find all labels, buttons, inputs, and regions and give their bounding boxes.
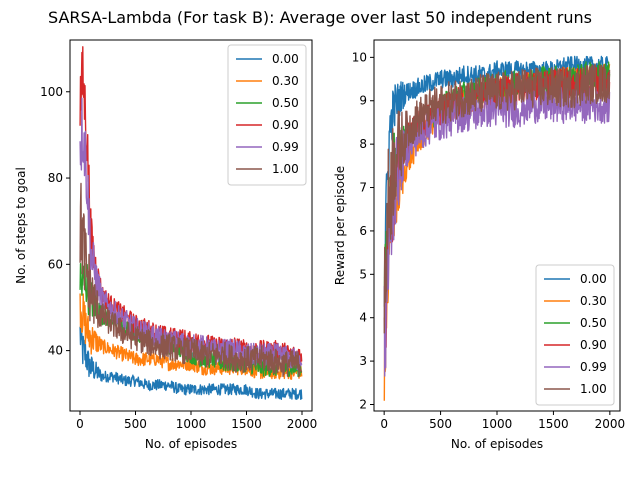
reward-x-axis-label: No. of episodes xyxy=(451,437,543,451)
reward-series-group xyxy=(383,55,611,401)
reward-y-axis-label: Reward per episode xyxy=(333,166,347,285)
reward-x-tick-label: 1500 xyxy=(538,417,569,431)
steps-legend: 0.00 0.30 0.50 0.90 0.99 1.00 xyxy=(227,44,307,186)
reward-y-tick-label: 3 xyxy=(359,354,367,368)
steps-series-group xyxy=(79,46,303,400)
steps-legend-label-0-00: 0.00 xyxy=(272,52,299,66)
reward-legend-label-0-99: 0.99 xyxy=(580,360,607,374)
reward-series-line-0-00 xyxy=(383,55,611,278)
reward-y-tick-label: 7 xyxy=(359,181,367,195)
steps-series-line-0-30 xyxy=(79,293,303,380)
reward-y-tick-label: 10 xyxy=(352,50,367,64)
reward-legend-label-0-30: 0.30 xyxy=(580,294,607,308)
reward-x-tick-label: 500 xyxy=(429,417,452,431)
reward-y-tick-label: 4 xyxy=(359,311,367,325)
steps-y-tick-label: 40 xyxy=(48,344,63,358)
reward-y-tick-label: 8 xyxy=(359,137,367,151)
reward-legend: 0.00 0.30 0.50 0.90 0.99 1.00 xyxy=(535,264,615,406)
reward-x-tick-label: 1000 xyxy=(482,417,513,431)
steps-legend-label-0-99: 0.99 xyxy=(272,140,299,154)
steps-x-tick-label: 1000 xyxy=(176,417,207,431)
steps-legend-label-1-00: 1.00 xyxy=(272,162,299,176)
steps-legend-box xyxy=(227,44,307,186)
reward-series-line-1-00 xyxy=(383,63,611,334)
reward-legend-label-0-00: 0.00 xyxy=(580,272,607,286)
steps-series-line-0-00 xyxy=(79,320,303,400)
reward-chart-panel: 0 500 1000 1500 2000 2 3 4 5 6 7 8 9 10 No. of episode… xyxy=(333,39,626,451)
steps-y-axis-label: No. of steps to goal xyxy=(14,167,28,284)
reward-y-tick-label: 5 xyxy=(359,267,367,281)
reward-legend-box xyxy=(535,264,615,406)
steps-chart-panel: 0 500 1000 1500 2000 40 60 80 100 No. of episodes… xyxy=(14,39,318,451)
steps-x-axis-label: No. of episodes xyxy=(145,437,237,451)
steps-series-line-1-00 xyxy=(79,182,303,378)
reward-x-tick-label: 2000 xyxy=(595,417,626,431)
reward-legend-label-1-00: 1.00 xyxy=(580,382,607,396)
steps-x-tick-label: 2000 xyxy=(287,417,318,431)
reward-y-tick-label: 9 xyxy=(359,94,367,108)
reward-legend-label-0-90: 0.90 xyxy=(580,338,607,352)
steps-y-tick-label: 60 xyxy=(48,257,63,271)
steps-y-tick-label: 80 xyxy=(48,171,63,185)
reward-y-tick-label: 6 xyxy=(359,224,367,238)
figure-title: SARSA-Lambda (For task B): Average over … xyxy=(48,8,592,27)
steps-legend-label-0-50: 0.50 xyxy=(272,96,299,110)
steps-legend-label-0-30: 0.30 xyxy=(272,74,299,88)
reward-legend-label-0-50: 0.50 xyxy=(580,316,607,330)
steps-x-tick-label: 0 xyxy=(76,417,84,431)
reward-x-tick-label: 0 xyxy=(380,417,388,431)
steps-legend-label-0-90: 0.90 xyxy=(272,118,299,132)
steps-x-tick-label: 500 xyxy=(124,417,147,431)
steps-x-tick-label: 1500 xyxy=(231,417,262,431)
reward-y-tick-label: 2 xyxy=(359,397,367,411)
steps-y-tick-label: 100 xyxy=(40,85,63,99)
